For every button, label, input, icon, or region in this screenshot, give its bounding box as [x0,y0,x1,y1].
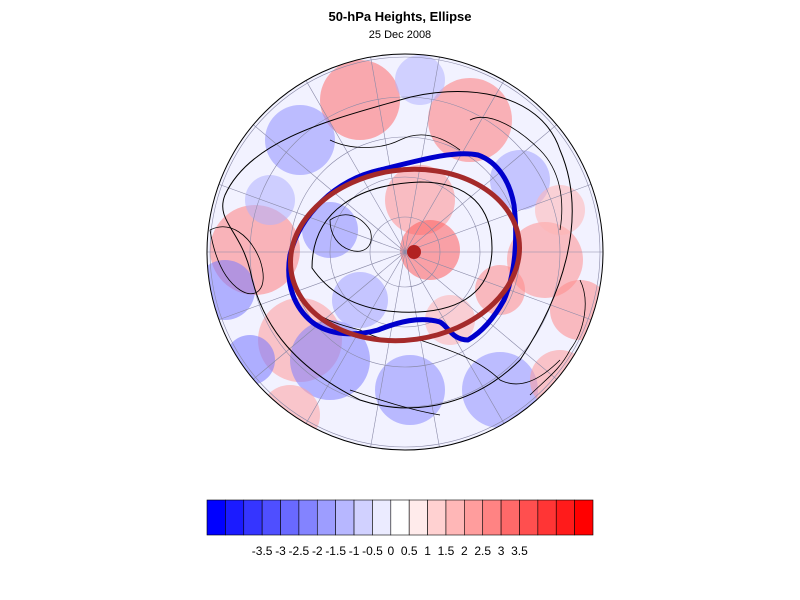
colorbar-box [225,499,245,536]
colorbar-box [445,499,465,536]
red-fitted-ellipse [288,166,522,344]
colorbar-box [372,499,392,536]
anomaly-field [207,54,603,450]
anomaly-patch [535,185,585,235]
colorbar-box [261,499,281,536]
colorbar-tick-label: 1.5 [438,544,455,558]
colorbar-box [464,499,484,536]
colorbar-box [298,499,318,536]
meridian-line [404,251,594,321]
anomaly-patch [290,320,370,400]
map-border [206,53,604,451]
coastline-segment [419,339,561,385]
colorbar-tick-label: 2 [461,544,468,558]
anomaly-patch [507,222,583,298]
meridian-line [404,251,441,450]
meridian-line [404,54,441,253]
colorbar-tick-label: -0.5 [362,544,383,558]
meridian-line [251,251,406,381]
colorbar-tick-label: 0.5 [401,544,418,558]
colorbar-box [537,499,557,536]
meridian-line [304,78,406,253]
anomaly-patch [265,105,335,175]
map-subtitle: 25 Dec 2008 [368,29,432,41]
coastline-segment [329,214,372,252]
colorbar-tick-label: -2 [312,544,323,558]
colorbar-tick-labels: -3.5 -3 -2.5 -2 -1.5 -1 -0.5 0 0.5 1 1.5 2 2.5 3 3.5 [252,544,528,558]
inner-height-contour [311,181,493,313]
colorbar-box [390,499,410,536]
coastline-segment [529,279,586,396]
colorbar-tick-label: 3.5 [511,544,528,558]
colorbar-tick-label: -1.5 [325,544,346,558]
anomaly-patch [302,202,358,258]
meridian-line [369,251,406,450]
colorbar-box [482,499,502,536]
colorbar-tick-label: -3.5 [252,544,273,558]
colorbar-tick-label: -3 [275,544,286,558]
coastline-segment [209,226,264,295]
colorbar-tick-label: -1 [349,544,360,558]
colorbar-box [408,499,428,536]
anomaly-patch [320,60,400,140]
meridian-line [216,183,406,253]
meridian-line [404,78,506,253]
meridian-line [369,54,406,253]
colorbar-boxes [206,499,594,536]
colorbar-box [500,499,520,536]
meridian-line [404,183,594,253]
meridian-line [251,123,406,253]
colorbar-box [574,499,594,536]
anomaly-patch [395,55,445,105]
colorbar-box [206,499,226,536]
colorbar-box [555,499,575,536]
colorbar-box [280,499,300,536]
anomaly-patch [462,352,538,428]
colorbar-tick-label: 0 [387,544,394,558]
colorbar-tick-label: 2.5 [474,544,491,558]
colorbar-box [316,499,336,536]
meridian-line [216,251,406,321]
colorbar-tick-label: 1 [424,544,431,558]
outer-height-contour [222,91,573,409]
colorbar-tick-label: -2.5 [289,544,310,558]
coastline-segment [349,389,441,416]
anomaly-patch [245,175,295,225]
meridian-line [304,251,406,426]
anomaly-patch [332,272,388,328]
map-title: 50-hPa Heights, Ellipse [328,9,472,24]
colorbar-box [243,499,263,536]
colorbar-box [353,499,373,536]
colorbar-box [427,499,447,536]
coastline-segment [329,134,461,151]
anomaly-patch [385,165,455,235]
coastline-segment [469,116,563,231]
ellipse-center-dot [407,245,421,259]
colorbar-tick-label: 3 [498,544,505,558]
colorbar-box [335,499,355,536]
coastlines [209,116,586,416]
colorbar-box [519,499,539,536]
